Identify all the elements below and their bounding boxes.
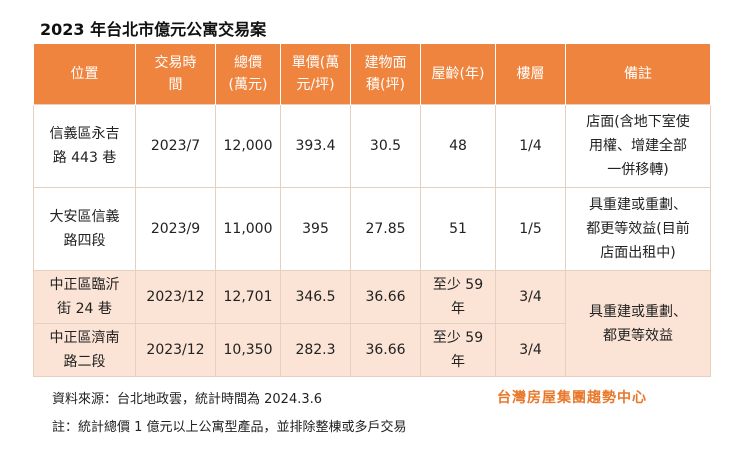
header-cell: 備註 [565, 44, 711, 105]
table-cell: 3/4 [495, 323, 566, 377]
table-cell: 2023/9 [135, 187, 216, 271]
table-cell: 10,350 [215, 323, 281, 377]
table-cell: 2023/12 [135, 323, 216, 377]
table-cell: 大安區信義 路四段 [33, 187, 136, 271]
header-cell: 單價(萬 元/坪) [280, 44, 351, 105]
table-cell: 11,000 [215, 187, 281, 271]
header-cell: 屋齡(年) [420, 44, 496, 105]
table: 位置 交易時 間總價 (萬元) 單價(萬 元/坪) 建物面 積(坪) 屋齡(年) 樓層 備註… [33, 44, 711, 377]
table-cell: 3/4 [495, 270, 566, 324]
table-cell: 1/5 [495, 187, 566, 271]
table-cell: 至少 59 年 [420, 323, 496, 377]
title: 2023 年台北市億元公寓交易案 [40, 20, 267, 39]
table-cell: 36.66 [350, 270, 421, 324]
header-cell: 位置 [33, 44, 136, 105]
note-text: 註：統計總價 1 億元以上公寓型產品，並排除整棟或多戶交易 [52, 420, 407, 435]
table-cell: 27.85 [350, 187, 421, 271]
table-cell: 信義區永吉 路 443 巷 [33, 104, 136, 188]
logo: 台灣房屋集團趨勢中心 [497, 390, 647, 406]
table-cell: 282.3 [280, 323, 351, 377]
table-cell: 至少 59 年 [420, 270, 496, 324]
table-cell: 中正區濟南 路二段 [33, 323, 136, 377]
table-cell: 2023/12 [135, 270, 216, 324]
table-cell: 346.5 [280, 270, 351, 324]
table-cell: 12,000 [215, 104, 281, 188]
table-body: 信義區永吉 路 443 巷 2023/7 12,000 393.4 30.5 48 1/4 店… [33, 104, 711, 377]
note-cell: 具重建或重劃、 都更等效益 [565, 270, 711, 377]
table-row: 中正區臨沂 街 24 巷 2023/12 12,701 346.5 36.66 至少 59… [33, 270, 711, 377]
header-cell: 總價 (萬元) [215, 44, 281, 105]
table-row: 大安區信義 路四段 2023/9 11,000 395 27.85 51 1/5 具重建或重劃… [33, 187, 711, 271]
table-cell: 1/4 [495, 104, 566, 188]
source-text: 資料來源：台北地政雲，統計時間為 2024.3.6 [52, 392, 323, 407]
table-cell: 30.5 [350, 104, 421, 188]
table-cell: 48 [420, 104, 496, 188]
header-cell: 交易時 間 [135, 44, 216, 105]
table-cell: 2023/7 [135, 104, 216, 188]
header-row: 位置 交易時 間總價 (萬元) 單價(萬 元/坪) 建物面 積(坪) 屋齡(年) 樓層 備註 [33, 44, 711, 105]
note-cell: 具重建或重劃、 都更等效益(目前 店面出租中) [565, 187, 711, 271]
table-cell: 36.66 [350, 323, 421, 377]
table-cell: 395 [280, 187, 351, 271]
table-cell: 12,701 [215, 270, 281, 324]
header-cell: 建物面 積(坪) [350, 44, 421, 105]
table-cell: 393.4 [280, 104, 351, 188]
header-cell: 樓層 [495, 44, 566, 105]
note-cell: 店面(含地下室使 用權、增建全部 一併移轉) [565, 104, 711, 188]
table-row: 信義區永吉 路 443 巷 2023/7 12,000 393.4 30.5 48 1/4 店… [33, 104, 711, 188]
table-cell: 51 [420, 187, 496, 271]
table-cell: 中正區臨沂 街 24 巷 [33, 270, 136, 324]
